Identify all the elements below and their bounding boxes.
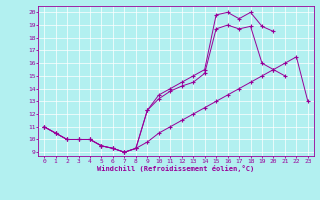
- X-axis label: Windchill (Refroidissement éolien,°C): Windchill (Refroidissement éolien,°C): [97, 165, 255, 172]
